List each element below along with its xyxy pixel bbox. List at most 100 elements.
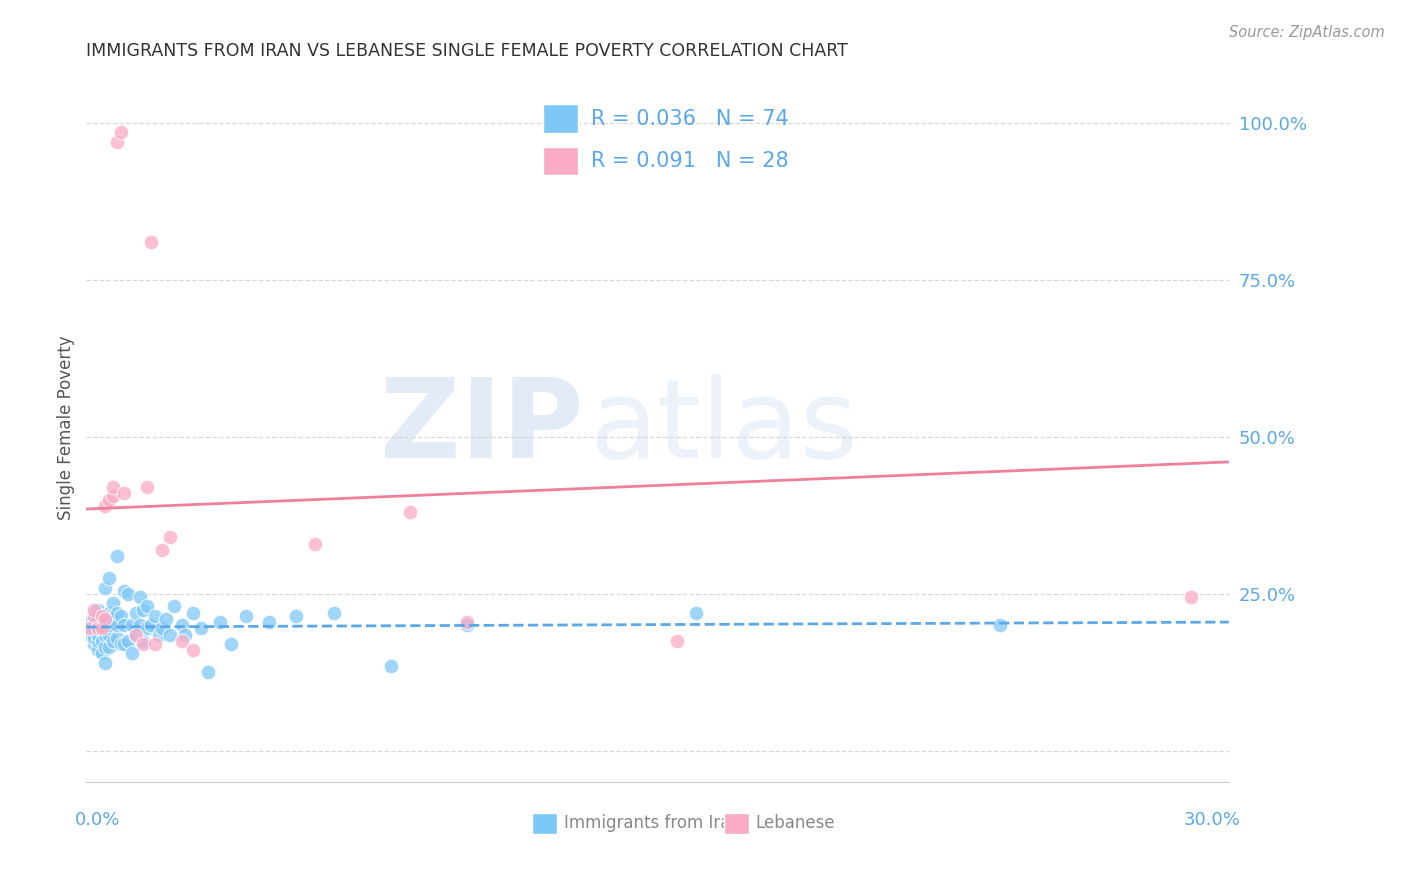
Point [163,599,186,614]
FancyBboxPatch shape [724,813,749,834]
Point [105,606,128,620]
Point [87,627,110,641]
Point [98,492,121,507]
Point [139,235,162,249]
Point [155,612,177,626]
FancyBboxPatch shape [543,104,578,133]
Point [110,637,132,651]
Point [1180,590,1202,604]
FancyBboxPatch shape [531,813,557,834]
Point [94,627,117,641]
Point [197,665,219,680]
Point [90,608,112,623]
Point [79,621,101,635]
Point [87,608,110,623]
Point [143,637,166,651]
Point [181,643,204,657]
Point [117,587,139,601]
Point [87,602,110,616]
Point [121,618,143,632]
Point [174,627,197,641]
Point [380,659,402,673]
Point [98,627,121,641]
Point [83,602,105,616]
Point [117,634,139,648]
Point [208,615,231,629]
Point [94,499,117,513]
Point [112,583,135,598]
Point [110,608,132,623]
Point [105,135,128,149]
Point [98,571,121,585]
Point [235,608,257,623]
Point [112,637,135,651]
FancyBboxPatch shape [543,147,578,176]
Point [136,599,159,614]
Point [79,621,101,635]
Point [125,627,148,641]
Point [128,590,150,604]
Point [83,612,105,626]
Point [90,621,112,635]
Point [105,549,128,563]
Point [125,627,148,641]
Point [87,618,110,632]
Point [322,606,344,620]
Point [170,618,193,632]
Point [94,581,117,595]
Point [181,606,204,620]
Point [83,606,105,620]
Point [125,606,148,620]
Point [94,615,117,629]
Point [101,490,124,504]
Point [136,480,159,494]
Text: atlas: atlas [589,374,858,481]
Point [152,542,174,557]
Text: Lebanese: Lebanese [756,814,835,832]
Point [284,608,307,623]
Point [83,608,105,623]
Point [94,640,117,655]
Text: 30.0%: 30.0% [1184,811,1240,829]
Point [83,621,105,635]
Point [90,608,112,623]
Point [456,618,478,632]
Point [90,621,112,635]
Point [121,647,143,661]
Point [79,627,101,641]
Point [98,606,121,620]
Point [132,634,155,648]
Text: R = 0.036   N = 74: R = 0.036 N = 74 [592,109,789,128]
Point [990,618,1012,632]
Point [90,634,112,648]
Point [399,505,422,519]
Point [98,618,121,632]
Point [190,621,212,635]
Point [101,596,124,610]
Text: Immigrants from Iran: Immigrants from Iran [564,814,741,832]
Point [94,656,117,670]
Point [143,608,166,623]
Text: ZIP: ZIP [380,374,583,481]
Point [219,637,242,651]
Point [94,612,117,626]
Text: Source: ZipAtlas.com: Source: ZipAtlas.com [1229,25,1385,40]
Point [83,631,105,645]
Point [304,536,326,550]
Point [665,634,688,648]
Point [101,480,124,494]
Text: 0.0%: 0.0% [75,811,121,829]
Point [105,631,128,645]
Point [257,615,280,629]
Point [98,640,121,655]
Point [83,637,105,651]
Point [79,615,101,629]
Text: IMMIGRANTS FROM IRAN VS LEBANESE SINGLE FEMALE POVERTY CORRELATION CHART: IMMIGRANTS FROM IRAN VS LEBANESE SINGLE … [86,42,848,60]
Point [128,618,150,632]
Point [87,634,110,648]
Point [101,612,124,626]
Point [112,486,135,500]
Point [132,602,155,616]
Point [170,634,193,648]
Y-axis label: Single Female Poverty: Single Female Poverty [58,335,75,520]
